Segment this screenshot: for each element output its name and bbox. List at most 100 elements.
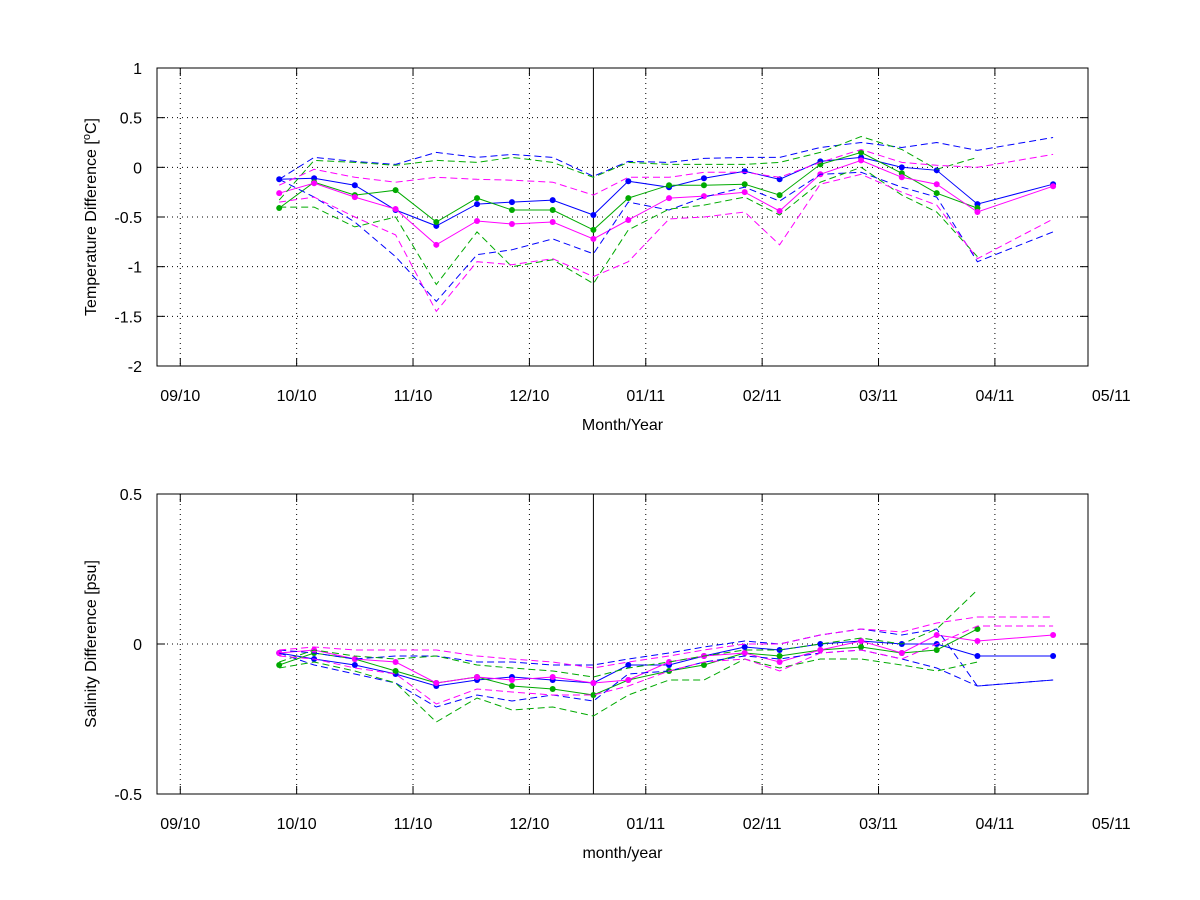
data-point — [590, 680, 597, 686]
data-point — [625, 216, 632, 223]
y-tick-label: -1.5 — [114, 309, 142, 326]
y-tick-label: 0.5 — [120, 111, 142, 128]
data-point — [549, 686, 556, 692]
series-bound-line — [279, 166, 978, 286]
series-bound-line — [279, 628, 1054, 687]
series-bound-line — [279, 616, 1054, 669]
data-point — [776, 653, 783, 659]
data-point — [1050, 632, 1057, 638]
series-bound-line — [279, 589, 978, 678]
data-point — [508, 677, 515, 683]
data-point — [392, 659, 399, 665]
data-point — [590, 226, 597, 233]
x-tick-label: 05/11 — [1092, 816, 1131, 833]
data-point — [311, 180, 318, 187]
series-line — [279, 159, 1054, 246]
data-point — [741, 189, 748, 196]
data-point — [276, 662, 283, 668]
data-point — [700, 182, 707, 189]
data-point — [933, 190, 940, 197]
x-tick-label: 09/10 — [160, 388, 200, 405]
x-tick-label: 03/11 — [859, 816, 898, 833]
y-axis-title: Temperature Difference [oC] — [81, 118, 100, 316]
data-point — [474, 195, 481, 202]
data-point — [666, 182, 673, 189]
data-point — [351, 182, 358, 189]
y-tick-label: 0 — [133, 637, 142, 654]
data-point — [700, 662, 707, 668]
data-point — [433, 680, 440, 686]
data-point — [625, 662, 632, 668]
x-axis-title: month/year — [582, 845, 663, 862]
data-point — [858, 644, 865, 650]
x-tick-label: 09/10 — [160, 816, 200, 833]
x-axis-title: Month/Year — [582, 417, 664, 434]
y-tick-label: -0.5 — [114, 210, 142, 227]
x-tick-label: 10/10 — [277, 816, 317, 833]
data-point — [549, 674, 556, 680]
series-bound-line — [279, 649, 1054, 708]
data-point — [741, 181, 748, 188]
data-point — [700, 175, 707, 182]
data-point — [666, 195, 673, 202]
data-point — [392, 187, 399, 194]
data-point — [776, 176, 783, 183]
data-point — [433, 241, 440, 248]
salinity-panel: 0.5 0 -0.5 09/10 10/10 11/10 12/10 01/11 02/11 03… — [83, 487, 1131, 862]
data-point — [898, 174, 905, 181]
data-point — [898, 164, 905, 171]
x-tick-label: 02/11 — [743, 816, 782, 833]
data-point — [590, 212, 597, 219]
series-line — [279, 628, 978, 696]
y-tick-label: -0.5 — [114, 787, 142, 804]
data-point — [933, 181, 940, 188]
data-point — [858, 149, 865, 156]
x-tick-label: 05/11 — [1092, 388, 1131, 405]
data-point — [974, 209, 981, 216]
data-point — [276, 650, 283, 656]
x-tick-label: 02/11 — [743, 388, 782, 405]
data-point — [817, 647, 824, 653]
data-point — [508, 207, 515, 214]
data-point — [508, 683, 515, 689]
data-point — [474, 674, 481, 680]
series-line — [279, 634, 1054, 684]
data-point — [508, 199, 515, 206]
data-point — [741, 650, 748, 656]
data-point — [276, 205, 283, 212]
x-tick-label: 04/11 — [975, 816, 1014, 833]
y-tick-label: -2 — [128, 359, 142, 376]
data-point — [974, 626, 981, 632]
data-point — [549, 218, 556, 225]
x-tick-label: 12/10 — [509, 388, 549, 405]
y-tick-label: 1 — [133, 61, 142, 78]
data-point — [392, 206, 399, 213]
x-tick-label: 04/11 — [975, 388, 1014, 405]
data-point — [590, 692, 597, 698]
data-point — [474, 201, 481, 208]
y-tick-label: -1 — [128, 260, 142, 277]
temperature-panel: 1 0.5 0 -0.5 -1 -1.5 -2 09/10 10/10 11/10 12/10 01/… — [81, 61, 1131, 434]
y-tick-label: 0 — [133, 160, 142, 177]
data-point — [508, 220, 515, 227]
data-point — [1050, 183, 1057, 190]
data-point — [549, 207, 556, 214]
series-line — [279, 156, 1054, 227]
x-tick-label: 01/11 — [626, 388, 665, 405]
data-point — [276, 190, 283, 197]
series-bound-line — [279, 625, 1054, 705]
series-bound-line — [278, 137, 1054, 180]
series-bound-line — [278, 135, 978, 201]
y-axis-title: Salinity Difference [psu] — [83, 560, 100, 728]
data-point — [776, 659, 783, 665]
data-point — [974, 638, 981, 644]
data-point — [351, 656, 358, 662]
data-point — [666, 659, 673, 665]
data-point — [433, 218, 440, 225]
series-bound-line — [278, 171, 1054, 303]
data-point — [974, 653, 981, 659]
x-tick-label: 01/11 — [626, 816, 665, 833]
data-point — [817, 641, 824, 647]
y-tick-label: 0.5 — [120, 487, 142, 504]
